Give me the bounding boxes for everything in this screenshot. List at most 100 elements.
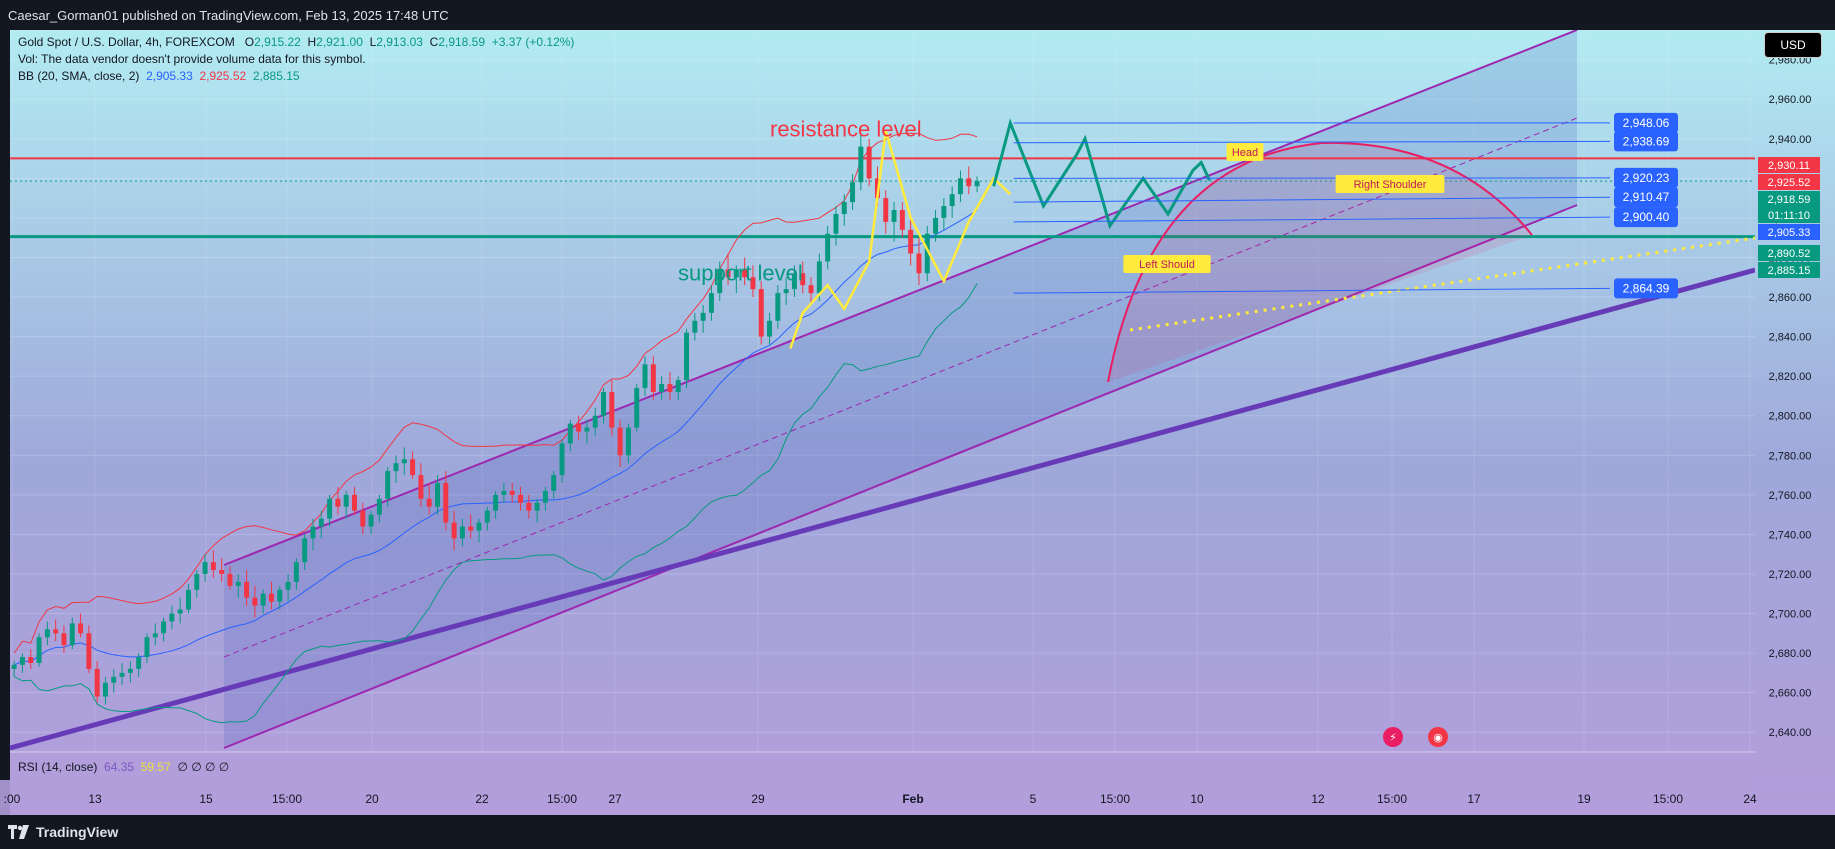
price-axis[interactable]: 2,640.00 2,660.00 2,680.00 2,700.00 2,720.00… — [1755, 30, 1835, 815]
candle-body — [36, 637, 42, 663]
price-chart[interactable]: 2,948.06 2,938.69 2,920.23 2,910.47 2,900.40… — [0, 29, 1835, 815]
candle — [352, 486, 357, 515]
candle-body — [692, 320, 698, 333]
footer-bar: TradingView — [0, 815, 1835, 849]
candle-body — [476, 522, 482, 531]
price-tick-label: 2,660.00 — [1769, 688, 1812, 700]
candle-body — [883, 198, 889, 222]
candle — [642, 356, 648, 396]
time-tick-label: 15:00 — [547, 792, 577, 806]
candle-body — [78, 623, 84, 634]
bb-basis-value: 2,905.33 — [146, 69, 193, 83]
candle — [310, 518, 316, 551]
bb-label: BB (20, SMA, close, 2) — [18, 69, 140, 83]
candle — [44, 621, 50, 646]
candle — [343, 490, 349, 519]
candle-body — [858, 146, 864, 183]
candle — [476, 518, 482, 543]
candle — [119, 662, 125, 685]
candle-body — [293, 562, 299, 582]
channel-upper-line — [223, 29, 1578, 566]
price-tick-label: 2,760.00 — [1769, 490, 1812, 502]
time-tick-label: 19 — [1577, 792, 1591, 806]
candle — [791, 265, 797, 298]
candle — [833, 206, 839, 246]
candle — [177, 597, 183, 624]
time-tick-label: 15:00 — [1100, 792, 1130, 806]
time-tick-label: 22 — [475, 792, 489, 806]
price-tick-label: 2,780.00 — [1769, 450, 1812, 462]
time-tick-label: 27 — [608, 792, 622, 806]
candle — [385, 467, 391, 507]
candle-body — [833, 213, 839, 234]
candle — [617, 419, 623, 468]
candle-body — [144, 637, 150, 658]
candle-body — [742, 269, 748, 278]
candle-body — [426, 498, 432, 507]
candle — [509, 482, 515, 503]
high-label: H — [307, 35, 317, 49]
candle — [152, 623, 158, 646]
candle — [858, 134, 864, 191]
candle — [659, 376, 665, 400]
candle — [700, 304, 706, 333]
candle-body — [136, 657, 142, 669]
candle — [219, 558, 225, 582]
candle-body — [385, 471, 391, 499]
candle-body — [152, 633, 158, 638]
time-tick-label: 15 — [199, 792, 213, 806]
candle-body — [592, 415, 598, 428]
candle-body — [11, 664, 17, 669]
resistance-label: resistance level — [770, 116, 922, 141]
price-tick-label: 2,720.00 — [1769, 569, 1812, 581]
candle-body — [302, 538, 308, 563]
pattern-overlays: 2,948.06 2,938.69 2,920.23 2,910.47 2,900.40… — [789, 112, 1678, 349]
candle — [302, 534, 308, 571]
candle — [733, 265, 739, 294]
candle — [11, 661, 17, 677]
candle-body — [493, 494, 499, 511]
time-axis[interactable]: :00 13 15 15:00 20 22 15:00 27 29 Feb 5 15:00 10 12 15… — [0, 780, 1835, 815]
candle-body — [576, 423, 582, 432]
projection-fan-line — [1013, 140, 1611, 144]
time-tick-label: 29 — [751, 792, 765, 806]
tradingview-logo[interactable]: TradingView — [0, 824, 118, 840]
candle-body — [966, 178, 972, 187]
grid — [10, 30, 1755, 752]
candle — [601, 388, 607, 424]
bb-row[interactable]: BB (20, SMA, close, 2) 2,905.33 2,925.52… — [18, 68, 574, 85]
symbol-name[interactable]: Gold Spot / U.S. Dollar, 4h, FOREXCOM — [18, 35, 235, 49]
candle — [692, 312, 698, 341]
head-label-text: Head — [1232, 147, 1258, 159]
candle — [501, 482, 507, 503]
bb-upper-line — [13, 132, 978, 654]
candle — [393, 455, 399, 483]
time-tick-label: 13 — [88, 792, 102, 806]
candle-body — [509, 490, 515, 495]
price-tick-label: 2,680.00 — [1769, 648, 1812, 660]
open-value: 2,915.22 — [254, 35, 301, 49]
candle-body — [19, 657, 25, 665]
left-shoulder-label: Left Should — [1123, 255, 1211, 273]
candle — [127, 661, 133, 683]
chart-area[interactable]: 2,948.06 2,938.69 2,920.23 2,910.47 2,900.40… — [0, 29, 1835, 815]
candle — [69, 617, 75, 650]
price-label: 2,885.15 — [1758, 262, 1820, 278]
candle — [401, 447, 407, 476]
candle — [260, 589, 266, 614]
projection-fan-line — [1013, 216, 1611, 223]
price-label-box — [1758, 245, 1820, 261]
channel-fill — [224, 30, 1577, 748]
price-label-text: 01:11:10 — [1768, 210, 1810, 222]
candle — [742, 257, 748, 286]
rsi-legend[interactable]: RSI (14, close) 64.35 59.57 ∅ ∅ ∅ ∅ — [18, 760, 229, 774]
candle-body — [733, 269, 739, 278]
candle-body — [86, 633, 92, 669]
price-tick-label: 2,800.00 — [1769, 411, 1812, 423]
open-label: O — [244, 35, 255, 49]
candle-body — [609, 391, 615, 428]
candle — [758, 281, 764, 345]
candle — [891, 202, 897, 242]
candle — [86, 625, 92, 673]
currency-button[interactable]: USD — [1764, 32, 1822, 58]
